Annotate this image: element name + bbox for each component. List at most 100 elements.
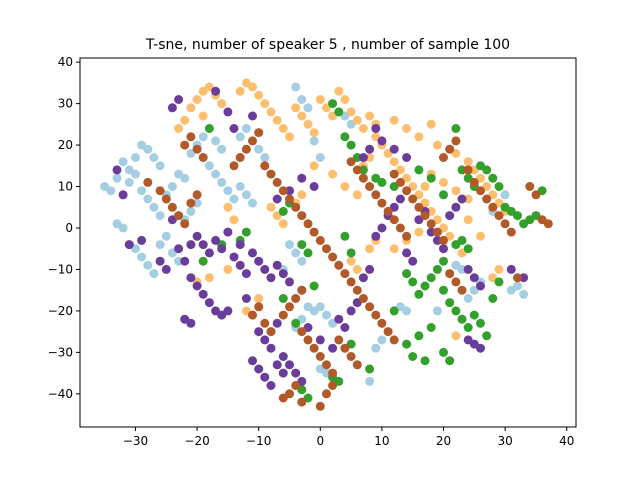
scatter-point [439,256,448,266]
scatter-point [525,182,535,191]
scatter-point [402,269,412,279]
scatter-point [278,368,288,378]
scatter-point [445,144,455,154]
scatter-point [482,165,492,175]
scatter-point [174,244,184,254]
scatter-point [432,140,442,150]
scatter-point [254,90,264,100]
scatter-point [167,103,177,113]
scatter-point [155,211,165,221]
scatter-point [371,310,381,320]
scatter-point [254,364,264,374]
scatter-point [155,256,165,266]
scatter-point [365,244,375,254]
scatter-point [439,285,448,295]
scatter-point [402,153,412,162]
scatter-point [389,115,399,125]
scatter-point [402,339,412,349]
scatter-point [457,194,467,204]
scatter-point [223,227,233,237]
scatter-point [445,211,455,221]
scatter-point [309,161,319,171]
scatter-point [291,318,301,328]
scatter-point [445,298,455,308]
scatter-point [402,124,412,133]
scatter-point [180,140,190,150]
scatter-point [439,177,448,187]
scatter-point [519,289,529,299]
scatter-point [278,393,288,403]
scatter-point [426,173,436,183]
scatter-point [439,347,448,357]
scatter-point [278,269,288,279]
scatter-point [358,173,368,183]
scatter-point [500,190,510,200]
scatter-point [180,115,190,125]
scatter-point [248,111,257,121]
scatter-point [328,368,338,378]
scatter-point [451,277,461,287]
scatter-point [186,206,196,216]
scatter-point [260,372,270,382]
scatter-point [291,103,301,113]
scatter-point [445,356,455,366]
scatter-point [334,86,344,96]
y-tick-label: −40 [48,387,73,401]
scatter-point [309,136,319,146]
scatter-point [377,335,387,345]
scatter-point [402,186,412,196]
plot-frame [79,57,577,428]
scatter-point [469,310,479,320]
scatter-point [155,186,165,196]
scatter-point [309,182,319,191]
scatter-point [426,323,436,332]
scatter-point [340,182,350,191]
scatter-point [334,260,344,270]
scatter-point [180,219,190,229]
scatter-point [235,182,245,191]
scatter-point [260,318,270,328]
scatter-point [112,173,122,183]
scatter-point [303,119,313,129]
scatter-point [235,260,245,270]
scatter-point [365,153,375,162]
scatter-point [241,124,251,133]
scatter-point [266,343,276,353]
scatter-point [395,194,405,204]
scatter-point [143,260,153,270]
scatter-point [161,194,171,204]
scatter-point [174,95,184,104]
scatter-point [248,356,257,366]
scatter-point [285,302,294,312]
scatter-point [488,173,498,183]
scatter-point [426,273,436,283]
scatter-point [463,165,473,175]
scatter-point [297,111,307,121]
scatter-point [389,169,399,179]
x-tick-label: 10 [374,434,389,448]
x-tick-label: 40 [559,434,574,448]
scatter-point [358,294,368,303]
scatter-point [395,223,405,233]
scatter-point [309,281,319,291]
scatter-point [340,323,350,332]
scatter-point [186,318,196,328]
scatter-point [389,215,399,225]
scatter-point [414,165,424,175]
scatter-point [426,119,436,129]
scatter-point [358,124,368,133]
scatter-point [198,289,208,299]
scatter-point [352,165,362,175]
y-axis: −40 −30 −20 −10 0 10 20 30 40 [48,55,80,401]
scatter-point [402,231,412,241]
scatter-point [389,144,399,154]
scatter-point [408,194,418,204]
scatter-point [451,331,461,341]
scatter-point [198,153,208,162]
scatter-point [272,194,282,204]
scatter-point [365,364,375,374]
scatter-point [266,327,276,337]
scatter-point [420,356,430,366]
scatter-point [192,190,202,200]
scatter-point [358,273,368,283]
